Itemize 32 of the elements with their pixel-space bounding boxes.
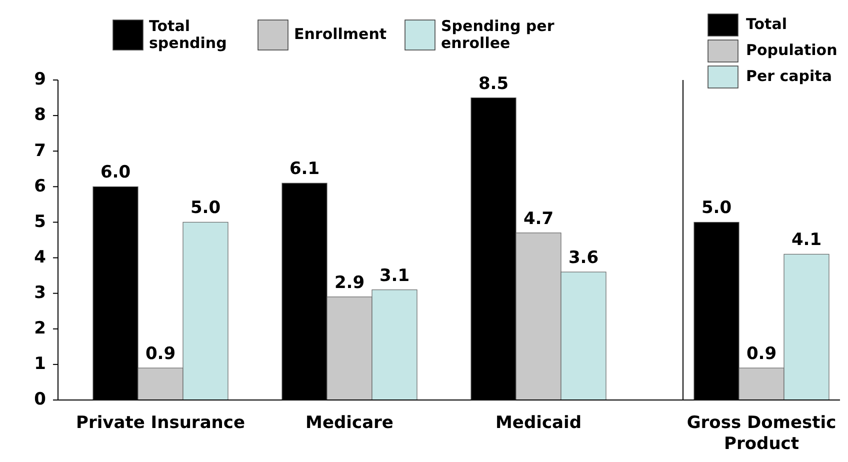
data-label: 4.1 bbox=[791, 230, 822, 250]
y-tick-label: 6 bbox=[34, 176, 46, 196]
x-tick-label: Gross Domestic Product bbox=[686, 413, 836, 454]
legend-label: Total bbox=[746, 15, 787, 34]
y-tick-label: 7 bbox=[34, 140, 46, 161]
y-tick-label: 5 bbox=[34, 212, 46, 232]
x-tick-label: Medicaid bbox=[496, 413, 582, 433]
y-tick-label: 2 bbox=[34, 318, 46, 339]
y-tick-label: 8 bbox=[34, 105, 46, 126]
y-tick-label: 0 bbox=[34, 390, 46, 410]
x-tick-label: Medicare bbox=[306, 413, 394, 433]
data-label: 4.7 bbox=[523, 208, 554, 229]
data-label: 5.0 bbox=[190, 198, 221, 218]
data-label: 2.9 bbox=[334, 272, 365, 293]
data-label: 8.5 bbox=[478, 74, 509, 94]
data-label: 0.9 bbox=[746, 344, 777, 364]
data-label: 3.1 bbox=[379, 266, 410, 286]
data-label: 0.9 bbox=[145, 344, 176, 364]
y-tick-label: 3 bbox=[34, 282, 46, 303]
x-tick-label: Private Insurance bbox=[76, 413, 246, 433]
y-tick-label: 4 bbox=[34, 247, 46, 268]
legend-label: Total spending bbox=[149, 17, 227, 52]
legend-label: Population bbox=[746, 41, 838, 60]
legend-label: Enrollment bbox=[294, 25, 387, 44]
y-tick-label: 1 bbox=[34, 354, 46, 374]
y-tick-label: 9 bbox=[34, 70, 46, 90]
data-label: 6.0 bbox=[100, 162, 131, 183]
legend-label: Spending per enrollee bbox=[441, 17, 555, 52]
data-label: 3.6 bbox=[568, 248, 599, 268]
data-label: 6.1 bbox=[289, 159, 320, 180]
legend-label: Per capita bbox=[746, 67, 832, 86]
data-label: 5.0 bbox=[701, 198, 732, 218]
